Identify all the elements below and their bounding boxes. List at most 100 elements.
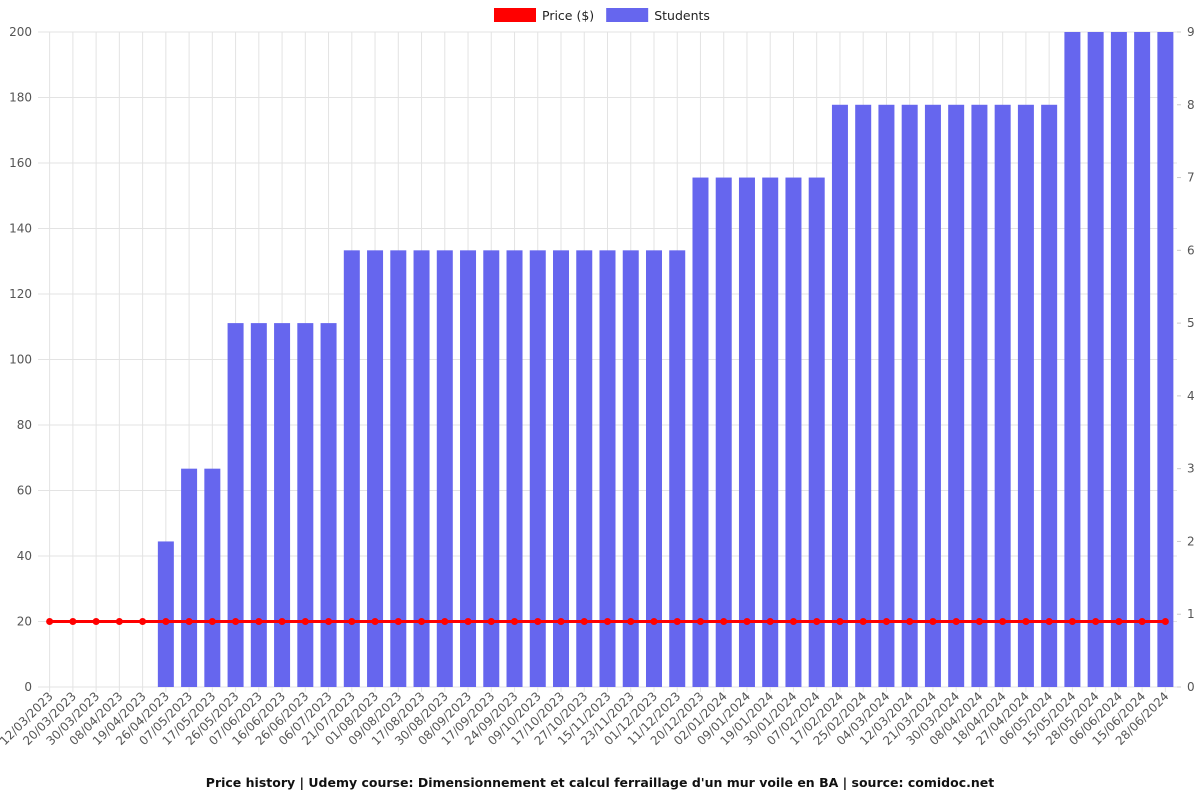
y-tick-label: 40 xyxy=(17,549,32,563)
price-point xyxy=(696,618,704,625)
y2-tick-label: 3 xyxy=(1187,462,1195,476)
bar xyxy=(483,250,500,688)
price-point xyxy=(766,618,774,625)
y-tick-label: 180 xyxy=(9,91,32,105)
bar xyxy=(948,104,965,688)
price-point xyxy=(185,618,193,625)
bar xyxy=(855,104,872,688)
price-point xyxy=(650,618,658,625)
bar xyxy=(436,250,453,688)
price-point xyxy=(604,618,611,625)
bar xyxy=(274,323,291,687)
price-point xyxy=(418,618,426,625)
bar xyxy=(901,104,918,688)
y2-tick-label: 5 xyxy=(1187,316,1195,330)
bar xyxy=(320,323,337,687)
bar xyxy=(599,250,616,688)
y2-tick-label: 8 xyxy=(1187,98,1195,112)
price-point xyxy=(534,618,542,625)
bar xyxy=(506,250,523,688)
bar xyxy=(1157,32,1174,687)
legend-label: Students xyxy=(654,8,710,23)
y-tick-label: 0 xyxy=(24,680,32,694)
bar xyxy=(181,468,198,687)
price-point xyxy=(1045,618,1053,625)
price-point xyxy=(162,618,170,625)
y2-tick-label: 0 xyxy=(1187,680,1195,694)
price-point xyxy=(208,618,216,625)
price-point xyxy=(232,618,240,625)
price-point xyxy=(673,618,681,625)
price-point xyxy=(46,618,54,625)
price-point xyxy=(487,618,495,625)
price-point xyxy=(115,618,123,625)
price-point xyxy=(789,618,797,625)
price-point xyxy=(627,618,635,625)
price-point xyxy=(1161,618,1169,625)
y2-tick-label: 7 xyxy=(1187,171,1195,185)
bar xyxy=(762,177,779,688)
y-tick-label: 120 xyxy=(9,287,32,301)
y-tick-label: 100 xyxy=(9,353,32,367)
y2-tick-label: 1 xyxy=(1187,607,1195,621)
price-point xyxy=(301,618,309,625)
y2-tick-label: 6 xyxy=(1187,243,1195,257)
price-point xyxy=(441,618,449,625)
bar xyxy=(1110,32,1127,687)
bar xyxy=(576,250,593,688)
bar xyxy=(971,104,988,688)
bar xyxy=(297,323,314,687)
price-point xyxy=(139,618,147,625)
price-point xyxy=(1092,618,1100,625)
price-point xyxy=(325,618,333,625)
price-point xyxy=(557,618,565,625)
bar xyxy=(715,177,732,688)
price-point xyxy=(1068,618,1076,625)
bar xyxy=(460,250,477,688)
bar xyxy=(785,177,802,688)
price-point xyxy=(69,618,77,625)
y2-tick-label: 2 xyxy=(1187,534,1195,548)
price-point xyxy=(348,618,356,625)
price-point xyxy=(743,618,751,625)
price-point xyxy=(92,618,100,625)
y-tick-label: 80 xyxy=(17,418,32,432)
bar xyxy=(1087,32,1104,687)
price-point xyxy=(394,618,402,625)
y-tick-label: 20 xyxy=(17,615,32,629)
price-point xyxy=(1022,618,1030,625)
y-tick-label: 160 xyxy=(9,156,32,170)
bar xyxy=(157,541,174,687)
legend-label: Price ($) xyxy=(542,8,594,23)
price-point xyxy=(952,618,960,625)
bar xyxy=(1064,32,1081,687)
bar xyxy=(878,104,895,688)
price-point xyxy=(580,618,588,625)
bar xyxy=(553,250,570,688)
bar xyxy=(250,323,267,687)
bar xyxy=(1041,104,1058,688)
bar xyxy=(831,104,848,688)
legend-swatch xyxy=(494,8,536,22)
y-tick-label: 200 xyxy=(9,25,32,39)
price-point xyxy=(906,618,914,625)
bar xyxy=(390,250,407,688)
bar xyxy=(808,177,825,688)
price-point xyxy=(1115,618,1123,625)
price-point xyxy=(371,618,379,625)
bar xyxy=(1134,32,1151,687)
price-point xyxy=(464,618,472,625)
price-point xyxy=(836,618,844,625)
legend-swatch xyxy=(606,8,649,22)
y2-tick-label: 9 xyxy=(1187,25,1195,39)
bar xyxy=(204,468,221,687)
price-point xyxy=(255,618,263,625)
price-point xyxy=(720,618,728,625)
chart-title: Price history | Udemy course: Dimensionn… xyxy=(206,775,994,790)
price-point xyxy=(999,618,1007,625)
y-tick-label: 140 xyxy=(9,222,32,236)
price-point xyxy=(813,618,821,625)
bar xyxy=(622,250,639,688)
price-point xyxy=(975,618,983,625)
